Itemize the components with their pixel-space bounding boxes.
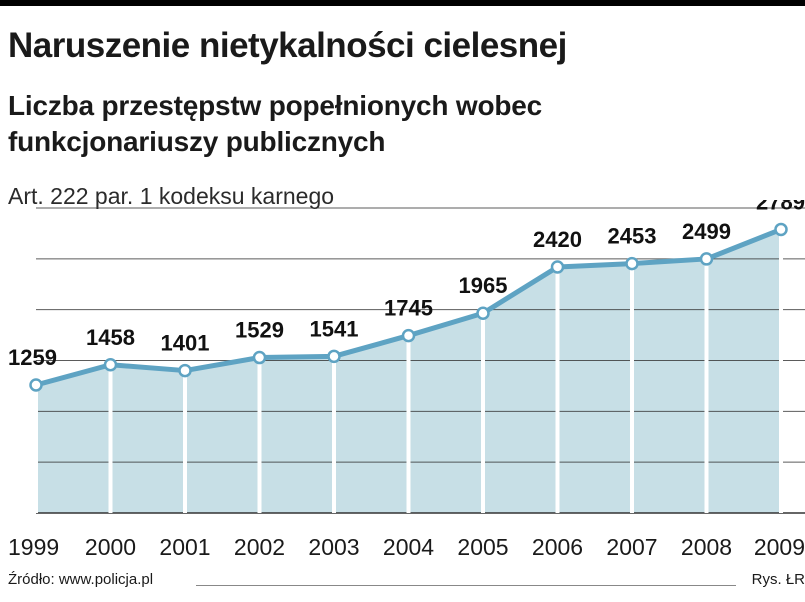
data-label: 2420 <box>533 227 582 252</box>
chart-note: Art. 222 par. 1 kodeksu karnego <box>8 183 335 209</box>
x-tick-label: 2006 <box>532 534 583 560</box>
data-label: 1259 <box>8 345 57 370</box>
x-tick-label: 2001 <box>159 534 210 560</box>
data-point <box>476 306 490 320</box>
chart-subtitle: Liczba przestępstw popełnionych wobec fu… <box>8 90 543 157</box>
source-separator <box>196 585 736 586</box>
data-label: 1965 <box>459 273 508 298</box>
x-tick-label: 2002 <box>234 534 285 560</box>
data-label: 1529 <box>235 318 284 343</box>
x-tick-label: 2004 <box>383 534 434 560</box>
data-point <box>625 256 639 271</box>
x-tick-label: 2009 <box>754 534 805 560</box>
x-tick-label: 2003 <box>308 534 359 560</box>
data-point <box>774 222 788 237</box>
data-point <box>550 260 565 274</box>
x-tick-label: 2000 <box>85 534 136 560</box>
data-label: 2789 <box>756 200 805 214</box>
data-label: 2499 <box>682 219 731 244</box>
source-label: Źródło: www.policja.pl <box>8 571 160 588</box>
data-label: 1745 <box>384 296 433 321</box>
top-rule <box>0 0 805 6</box>
data-point <box>327 349 341 364</box>
data-label: 1541 <box>310 316 359 341</box>
data-point <box>103 358 118 372</box>
data-label: 1401 <box>161 331 210 356</box>
data-label: 1458 <box>86 325 135 350</box>
chart-title: Naruszenie nietykalności cielesnej <box>8 26 567 65</box>
chart-area: 1259 1458 1401 1529 1541 1745 1965 2420 2453 2499… <box>8 200 805 560</box>
credit-label: Rys. ŁR <box>745 571 805 588</box>
x-tick-label: 2007 <box>606 534 657 560</box>
x-tick-label: 2008 <box>681 534 732 560</box>
data-point <box>29 378 43 392</box>
data-point <box>178 363 192 378</box>
x-tick-label: 1999 <box>8 534 59 560</box>
data-label: 2453 <box>608 224 657 249</box>
x-tick-label: 2005 <box>457 534 508 560</box>
data-point <box>699 252 714 266</box>
data-point <box>401 328 416 343</box>
data-point <box>252 350 267 365</box>
